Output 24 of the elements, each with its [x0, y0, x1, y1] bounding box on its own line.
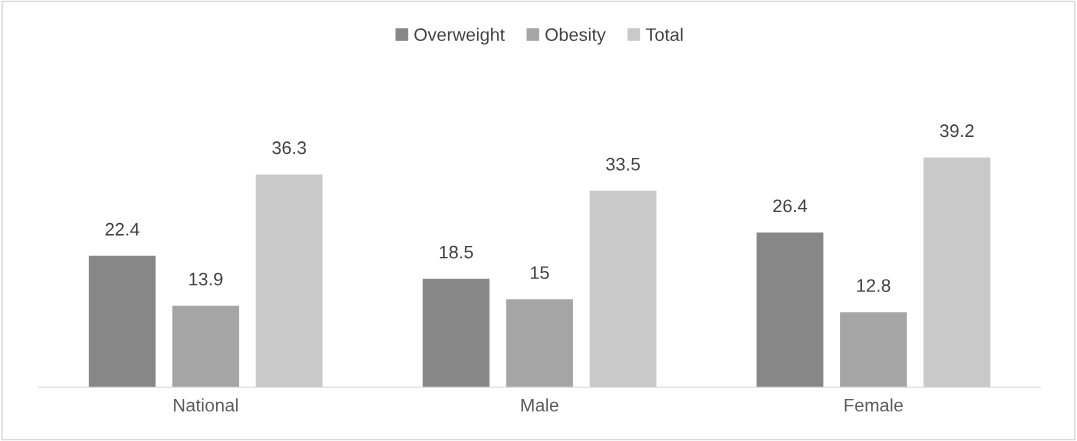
data-label: 39.2: [940, 124, 974, 138]
x-tick-label: Female: [844, 398, 903, 412]
data-label: 18.5: [439, 245, 473, 259]
data-label: 22.4: [105, 222, 140, 236]
bar: [255, 174, 323, 388]
data-label: 15: [530, 266, 549, 280]
data-label: 13.9: [189, 272, 223, 286]
bar: [172, 305, 240, 388]
bar: [506, 299, 573, 388]
data-label: 33.5: [606, 157, 640, 171]
bar: [840, 312, 907, 388]
bar: [422, 278, 490, 388]
legend-label: Overweight: [414, 27, 505, 45]
data-label: 26.4: [773, 199, 808, 213]
bar: [88, 255, 156, 388]
bar: [923, 157, 991, 388]
legend-label: Total: [645, 27, 683, 42]
data-label: 12.8: [857, 279, 891, 292]
x-tick-label: National: [174, 398, 238, 412]
x-tick-label: Male: [521, 398, 559, 412]
legend-label: Obesity: [545, 27, 606, 45]
data-label: 36.3: [272, 141, 306, 155]
bar: [589, 190, 657, 388]
bar: [756, 232, 824, 388]
